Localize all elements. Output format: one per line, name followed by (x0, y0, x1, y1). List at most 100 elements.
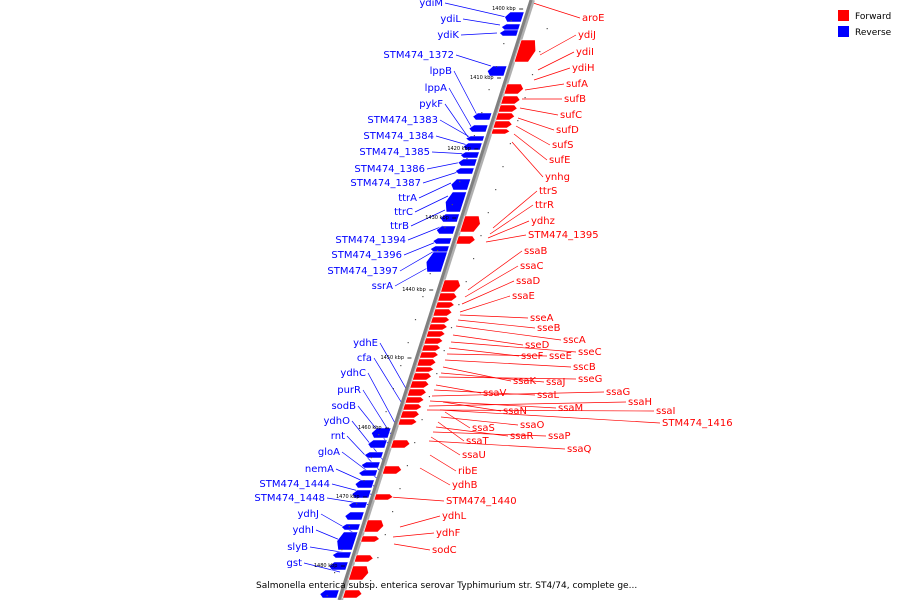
label-ssar: ssaR (510, 431, 534, 442)
minor-tick (414, 442, 416, 444)
label-sufs: sufS (552, 140, 573, 151)
minor-tick (465, 281, 467, 283)
connector-stm474-1397 (399, 249, 437, 272)
connector-stm474-1384 (435, 135, 472, 147)
reverse-gene-12 (445, 191, 468, 213)
connector-ydhc (367, 372, 397, 426)
map-caption: Salmonella enterica subsp. enterica sero… (256, 581, 637, 591)
connector-stm474-1440 (389, 496, 445, 502)
connector-aroe (529, 1, 581, 19)
connector-ssad (461, 280, 515, 305)
label-ydhz: ydhz (531, 216, 555, 227)
minor-tick (517, 120, 519, 122)
connector-ssef (448, 347, 520, 357)
connector-ssas (444, 411, 471, 429)
minor-tick (385, 411, 387, 413)
label-stm474-1383: STM474_1383 (367, 115, 438, 126)
connector-lppa (448, 87, 473, 129)
label-stm474-1397: STM474_1397 (327, 266, 398, 277)
legend: Forward Reverse (838, 10, 892, 38)
forward-gene-42 (404, 396, 425, 404)
reverse-gene-0 (504, 11, 525, 23)
reverse-gene-5 (468, 124, 489, 133)
label-ssau: ssaU (462, 450, 486, 461)
label-stm474-1440: STM474_1440 (446, 496, 517, 507)
tick-label-6: 1460 kbp (358, 425, 382, 431)
label-ydih: ydiH (572, 63, 595, 74)
backbone-shadow (339, 0, 535, 600)
tick-label-3: 1430 kbp (425, 215, 449, 221)
connector-ssra (394, 265, 432, 287)
connector-ssat (437, 421, 465, 442)
reverse-gene-9 (457, 158, 478, 167)
label-ttrs: ttrS (539, 186, 557, 197)
reverse-gene-7 (462, 142, 483, 151)
label-stm474-1372: STM474_1372 (383, 50, 454, 61)
label-ssat: ssaT (466, 436, 490, 447)
connector-ssec (450, 341, 577, 353)
connector-sseb (457, 319, 536, 329)
minor-tick (444, 227, 446, 229)
connector-ydhf (392, 532, 435, 538)
label-ssac: ssaC (520, 261, 544, 272)
label-lppa: lppA (425, 83, 447, 94)
label-ssea: sseA (530, 313, 554, 324)
label-ssal: ssaL (537, 390, 560, 401)
connector-ydhz (487, 220, 530, 239)
label-sufb: sufB (564, 94, 586, 105)
connector-stm474-1372 (455, 54, 492, 67)
reverse-gene-8 (459, 151, 480, 159)
forward-gene-26 (455, 235, 476, 245)
forward-gene-19 (503, 83, 524, 95)
connector-ribe (429, 454, 457, 472)
label-ydik: ydiK (437, 30, 459, 41)
minor-tick (503, 43, 505, 45)
connector-ssai (426, 409, 655, 412)
reverse-gene-49 (360, 461, 381, 469)
label-sseg: sseG (578, 374, 602, 385)
tick-label-7: 1470 kbp (336, 494, 360, 500)
label-ssah: ssaH (628, 397, 652, 408)
label-sodb: sodB (331, 401, 356, 412)
label-ydhf: ydhF (436, 528, 461, 539)
legend-forward-label: Forward (855, 12, 891, 22)
tick-label-5: 1450 kbp (380, 355, 404, 361)
minor-tick (326, 595, 328, 597)
forward-gene-64 (360, 535, 380, 543)
label-gst: gst (287, 558, 303, 569)
forward-gene-45 (397, 418, 418, 426)
minor-tick (414, 319, 417, 321)
minor-tick (524, 97, 526, 99)
forward-gene-32 (427, 323, 448, 331)
connector-sufe (513, 133, 548, 161)
minor-tick (487, 212, 489, 214)
label-ssra: ssrA (372, 281, 394, 292)
reverse-gene-11 (450, 178, 472, 191)
connector-sseg (438, 376, 577, 380)
connector-ydik (460, 32, 498, 36)
minor-tick (348, 526, 350, 528)
minor-tick (400, 365, 402, 367)
label-ydii: ydiI (576, 47, 594, 58)
minor-tick (422, 296, 424, 298)
label-ssao: ssaO (520, 420, 545, 431)
label-ttrr: ttrR (535, 200, 554, 211)
reverse-gene-2 (498, 29, 519, 37)
minor-tick (406, 465, 408, 467)
connector-ssca (455, 325, 562, 341)
tick-label-2: 1420 kbp (447, 146, 471, 152)
reverse-gene-15 (432, 237, 453, 245)
forward-gene-37 (416, 358, 437, 367)
label-slyb: slyB (287, 542, 308, 553)
minor-tick (509, 143, 511, 145)
tick-label-8: 1480 kbp (314, 563, 338, 569)
connector-ssed (452, 334, 524, 346)
connector-ssac (464, 265, 519, 298)
connector-ttra (418, 182, 452, 199)
reverse-gene-17 (425, 251, 448, 273)
forward-gene-25 (459, 215, 481, 233)
minor-tick (356, 503, 358, 505)
label-sufc: sufC (560, 110, 582, 121)
minor-tick (466, 158, 468, 160)
reverse-gene-46 (371, 427, 392, 439)
